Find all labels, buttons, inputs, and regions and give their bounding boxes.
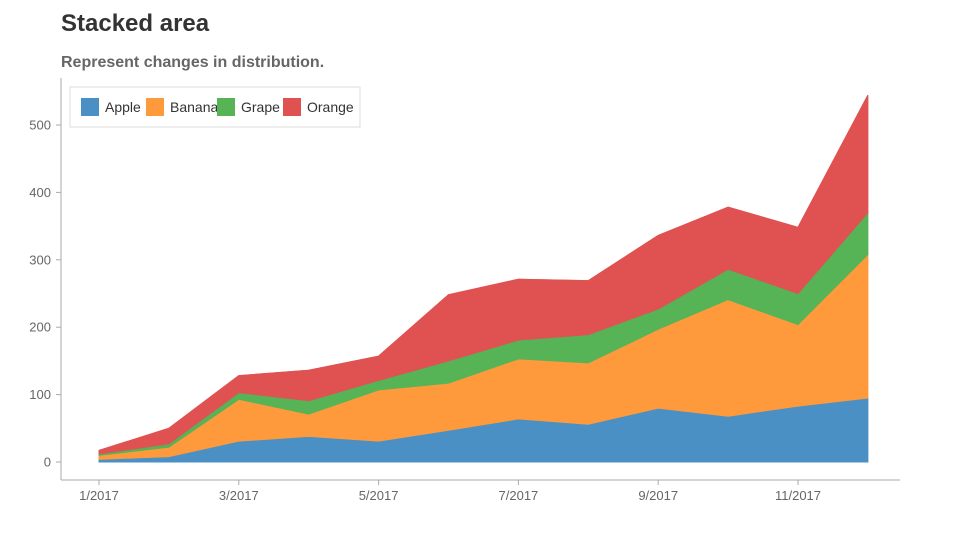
x-tick-label: 9/2017 (638, 488, 678, 503)
x-tick-label: 3/2017 (219, 488, 259, 503)
y-tick-label: 300 (29, 252, 51, 267)
legend-swatch-grape (217, 98, 235, 116)
legend-item-orange[interactable]: Orange (283, 98, 354, 116)
y-tick-label: 400 (29, 185, 51, 200)
y-tick-label: 200 (29, 320, 51, 335)
x-tick-label: 11/2017 (775, 488, 821, 503)
legend-swatch-orange (283, 98, 301, 116)
x-tick-label: 5/2017 (359, 488, 399, 503)
legend-swatch-banana (146, 98, 164, 116)
legend-item-apple[interactable]: Apple (81, 98, 141, 116)
chart-subtitle: Represent changes in distribution. (61, 54, 325, 71)
y-tick-label: 0 (44, 455, 51, 470)
y-tick-label: 500 (29, 118, 51, 133)
legend-label-grape: Grape (241, 99, 280, 115)
legend-label-banana: Banana (170, 99, 218, 115)
legend-label-apple: Apple (105, 99, 141, 115)
legend-box (69, 86, 361, 128)
legend-item-grape[interactable]: Grape (217, 98, 280, 116)
legend-swatch-apple (81, 98, 99, 116)
chart-title: Stacked area (61, 10, 210, 37)
x-tick-label: 1/2017 (79, 488, 119, 503)
legend: Apple Banana Grape Orange (69, 86, 361, 128)
y-tick-label: 100 (29, 387, 51, 402)
area-layers (98, 95, 869, 463)
area-edge-orange (98, 95, 869, 452)
legend-label-orange: Orange (307, 99, 354, 115)
x-tick-label: 7/2017 (499, 488, 539, 503)
legend-item-banana[interactable]: Banana (146, 98, 218, 116)
